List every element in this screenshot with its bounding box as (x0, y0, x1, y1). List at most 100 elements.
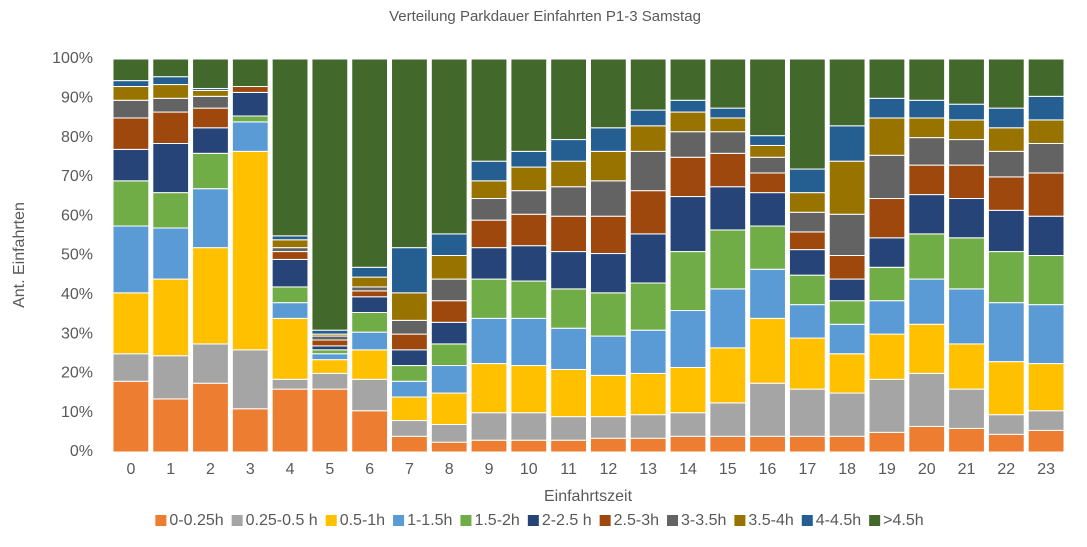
bar-segment (152, 192, 190, 229)
bar-segment (550, 251, 588, 290)
bar-segment (510, 439, 548, 453)
chart-title: Verteilung Parkdauer Einfahrten P1-3 Sam… (389, 8, 701, 25)
bar-segment (430, 365, 468, 394)
bar-segment (271, 258, 309, 288)
bar-segment (391, 435, 428, 453)
bar-segment (311, 349, 349, 355)
bar-segment (669, 156, 707, 198)
bar-segment (510, 365, 548, 414)
bar-segment (430, 423, 468, 443)
bar-segment (550, 368, 588, 418)
bar-segment (987, 127, 1025, 152)
x-tick-label: 2 (206, 461, 215, 478)
bar-segment (868, 198, 906, 239)
bar-segment (669, 310, 707, 369)
x-tick-label: 8 (445, 461, 454, 478)
legend-label: >4.5h (883, 512, 923, 529)
bar-segment (391, 58, 428, 249)
bar-segment (192, 343, 229, 384)
bar-segment (271, 251, 309, 260)
bar-segment (828, 58, 866, 127)
bar-segment (828, 160, 866, 215)
bar-segment (908, 323, 946, 374)
bar-segment (430, 392, 468, 425)
bar-segment (1027, 95, 1065, 121)
bar-segment (271, 317, 309, 380)
bar-segment (430, 321, 468, 345)
bar-segment (709, 402, 747, 437)
x-tick-label: 9 (485, 461, 494, 478)
bar-segment (351, 58, 389, 268)
bar-segment (192, 247, 229, 345)
bar-segment (788, 337, 826, 390)
bar-segment (152, 97, 190, 113)
y-tick-label: 50% (61, 247, 93, 264)
bar-segment (112, 380, 150, 453)
legend-label: 2.5-3h (614, 512, 659, 529)
y-tick-label: 40% (61, 286, 93, 303)
bar-segment (987, 302, 1025, 363)
bar-segment (112, 292, 150, 355)
bar-segment (709, 186, 747, 231)
bar-segment (470, 219, 508, 249)
bar-segment (311, 329, 349, 335)
bar-segment (231, 58, 269, 88)
bar-segment (987, 361, 1025, 416)
bar-segment (1027, 363, 1065, 412)
bar-segment (629, 150, 667, 192)
bar-segment (709, 117, 747, 133)
bar-segment (112, 148, 150, 182)
bar-segment (709, 229, 747, 290)
legend-swatch (231, 515, 243, 526)
bar-segment (828, 323, 866, 355)
bar-segment (629, 372, 667, 416)
bar-segment (868, 300, 906, 335)
legend-label: 1-1.5h (407, 512, 452, 529)
bar-segment (430, 343, 468, 367)
bar-segment (192, 107, 229, 129)
bar-segment (430, 255, 468, 280)
bar-segment (868, 97, 906, 119)
bar-segment (311, 339, 349, 347)
bar-segment (948, 343, 985, 390)
bar-segment (112, 353, 150, 382)
bar-segment (1027, 304, 1065, 365)
bar-segment (1027, 58, 1065, 97)
bar-segment (470, 247, 508, 280)
bar-segment (749, 144, 786, 158)
bar-segment (629, 190, 667, 235)
legend-swatch (325, 515, 337, 526)
bar-segment (908, 233, 946, 280)
bar-segment (908, 117, 946, 139)
bar-segment (669, 111, 707, 133)
bar-segment (788, 58, 826, 170)
bar-segment (709, 347, 747, 404)
x-tick-label: 1 (166, 461, 175, 478)
bar-segment (271, 235, 309, 241)
bar-segment (828, 300, 866, 325)
bar-segment (788, 231, 826, 251)
y-tick-label: 90% (61, 90, 93, 107)
x-tick-label: 17 (798, 461, 816, 478)
bar-segment (669, 131, 707, 158)
bar-segment (231, 408, 269, 453)
bar-segment (510, 150, 548, 168)
legend-label: 2-2.5 h (542, 512, 592, 529)
bar-segment (430, 300, 468, 323)
legend-swatch (599, 515, 611, 526)
bar-segment (391, 247, 428, 294)
bar-segment (1027, 215, 1065, 256)
bar-segment (987, 176, 1025, 211)
bar-segment (550, 327, 588, 370)
bar-segment (112, 180, 150, 227)
bar-segment (868, 266, 906, 302)
bar-segment (948, 388, 985, 429)
y-axis-label: Ant. Einfahrten (11, 202, 28, 308)
bar-segment (351, 296, 389, 313)
bar-segment (271, 378, 309, 390)
bar-segment (629, 437, 667, 453)
bar-segment (868, 117, 906, 156)
bar-segment (589, 335, 627, 376)
bar-segment (391, 396, 428, 422)
